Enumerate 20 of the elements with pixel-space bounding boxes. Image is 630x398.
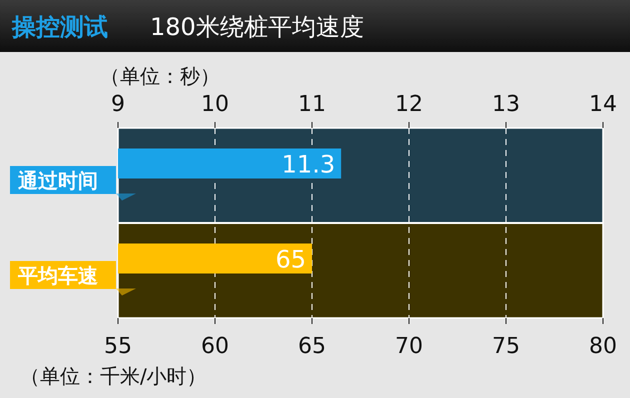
- x-tick-label: 55: [104, 334, 132, 359]
- x2-tick-label: 11: [298, 92, 326, 117]
- x-tick-label: 65: [298, 334, 326, 359]
- subtitle: 180米绕桩平均速度: [150, 13, 364, 41]
- x2-tick-label: 9: [111, 92, 125, 117]
- x2-tick-label: 13: [492, 92, 520, 117]
- x-tick-label: 60: [201, 334, 229, 359]
- x2-tick-label: 12: [395, 92, 423, 117]
- x-axis-title: （单位：千米/小时）: [20, 364, 207, 388]
- x-tick-label: 70: [395, 334, 423, 359]
- x-tick-label: 80: [589, 334, 617, 359]
- x2-tick-label: 14: [589, 92, 617, 117]
- x2-tick-label: 10: [201, 92, 229, 117]
- data-label: 11.3: [282, 150, 336, 178]
- y-tick-label: 通过时间: [17, 168, 98, 192]
- title: 操控测试: [12, 13, 108, 41]
- y-tick-label: 平均车速: [17, 264, 98, 288]
- x-tick-label: 75: [492, 334, 520, 359]
- x2-axis-title: （单位：秒）: [100, 64, 220, 88]
- data-label: 65: [275, 246, 306, 274]
